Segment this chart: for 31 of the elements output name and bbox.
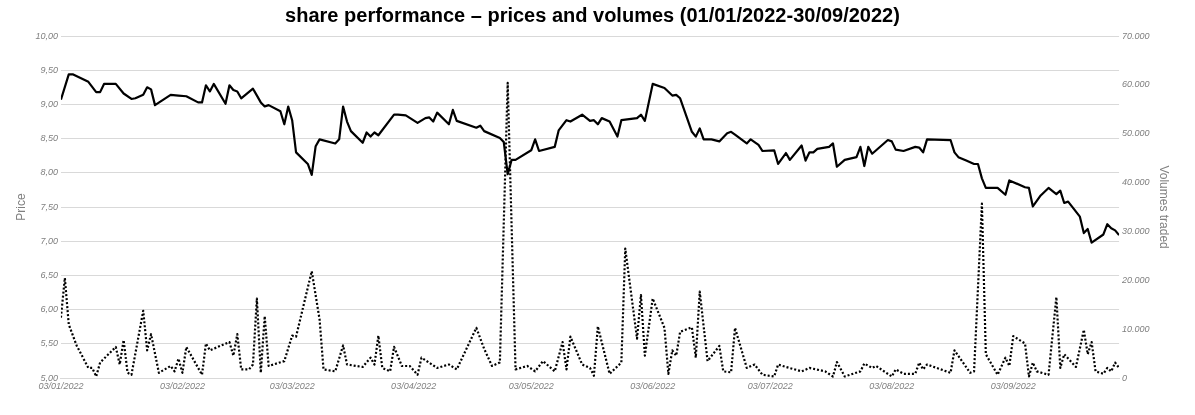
x-tick-label: 03/05/2022	[508, 381, 554, 392]
x-tick-label: 03/03/2022	[269, 381, 315, 392]
y-tick-label: 7,50	[40, 201, 58, 212]
x-tick-label: 03/06/2022	[630, 381, 676, 392]
y-tick-label: 6,50	[40, 270, 58, 281]
y-tick-label: 6,00	[40, 304, 58, 315]
y2-tick-label: 60.000	[1122, 79, 1150, 90]
x-tick-label: 03/07/2022	[747, 381, 793, 392]
y-tick-label: 5,00	[40, 372, 58, 383]
x-tick-label: 03/01/2022	[38, 381, 84, 392]
y2-tick-label: 20.000	[1121, 274, 1150, 285]
y-axis-title: Price	[13, 193, 28, 221]
y-tick-label: 8,00	[40, 167, 58, 178]
y2-tick-label: 30.000	[1122, 226, 1150, 237]
x-tick-label: 03/08/2022	[869, 381, 915, 392]
y2-tick-label: 10.000	[1122, 323, 1150, 334]
chart-title: share performance – prices and volumes (01/01/2022-30/09/2022)	[285, 3, 900, 26]
y2-axis-title: Volumes traded	[1157, 165, 1172, 249]
y2-tick-label: 70.000	[1122, 30, 1150, 41]
x-tick-label: 03/09/2022	[990, 381, 1036, 392]
y-tick-label: 7,00	[40, 235, 58, 246]
y-tick-label: 10,00	[35, 30, 58, 41]
y-tick-label: 5,50	[40, 338, 58, 349]
y2-tick-label: 0	[1122, 372, 1128, 383]
x-tick-label: 03/02/2022	[159, 381, 205, 392]
y-tick-label: 9,00	[40, 98, 58, 109]
y2-tick-label: 50.000	[1122, 128, 1150, 139]
x-tick-label: 03/04/2022	[391, 381, 437, 392]
y-tick-label: 8,50	[40, 133, 58, 144]
y-tick-label: 9,50	[40, 64, 58, 75]
y2-tick-label: 40.000	[1122, 177, 1150, 188]
